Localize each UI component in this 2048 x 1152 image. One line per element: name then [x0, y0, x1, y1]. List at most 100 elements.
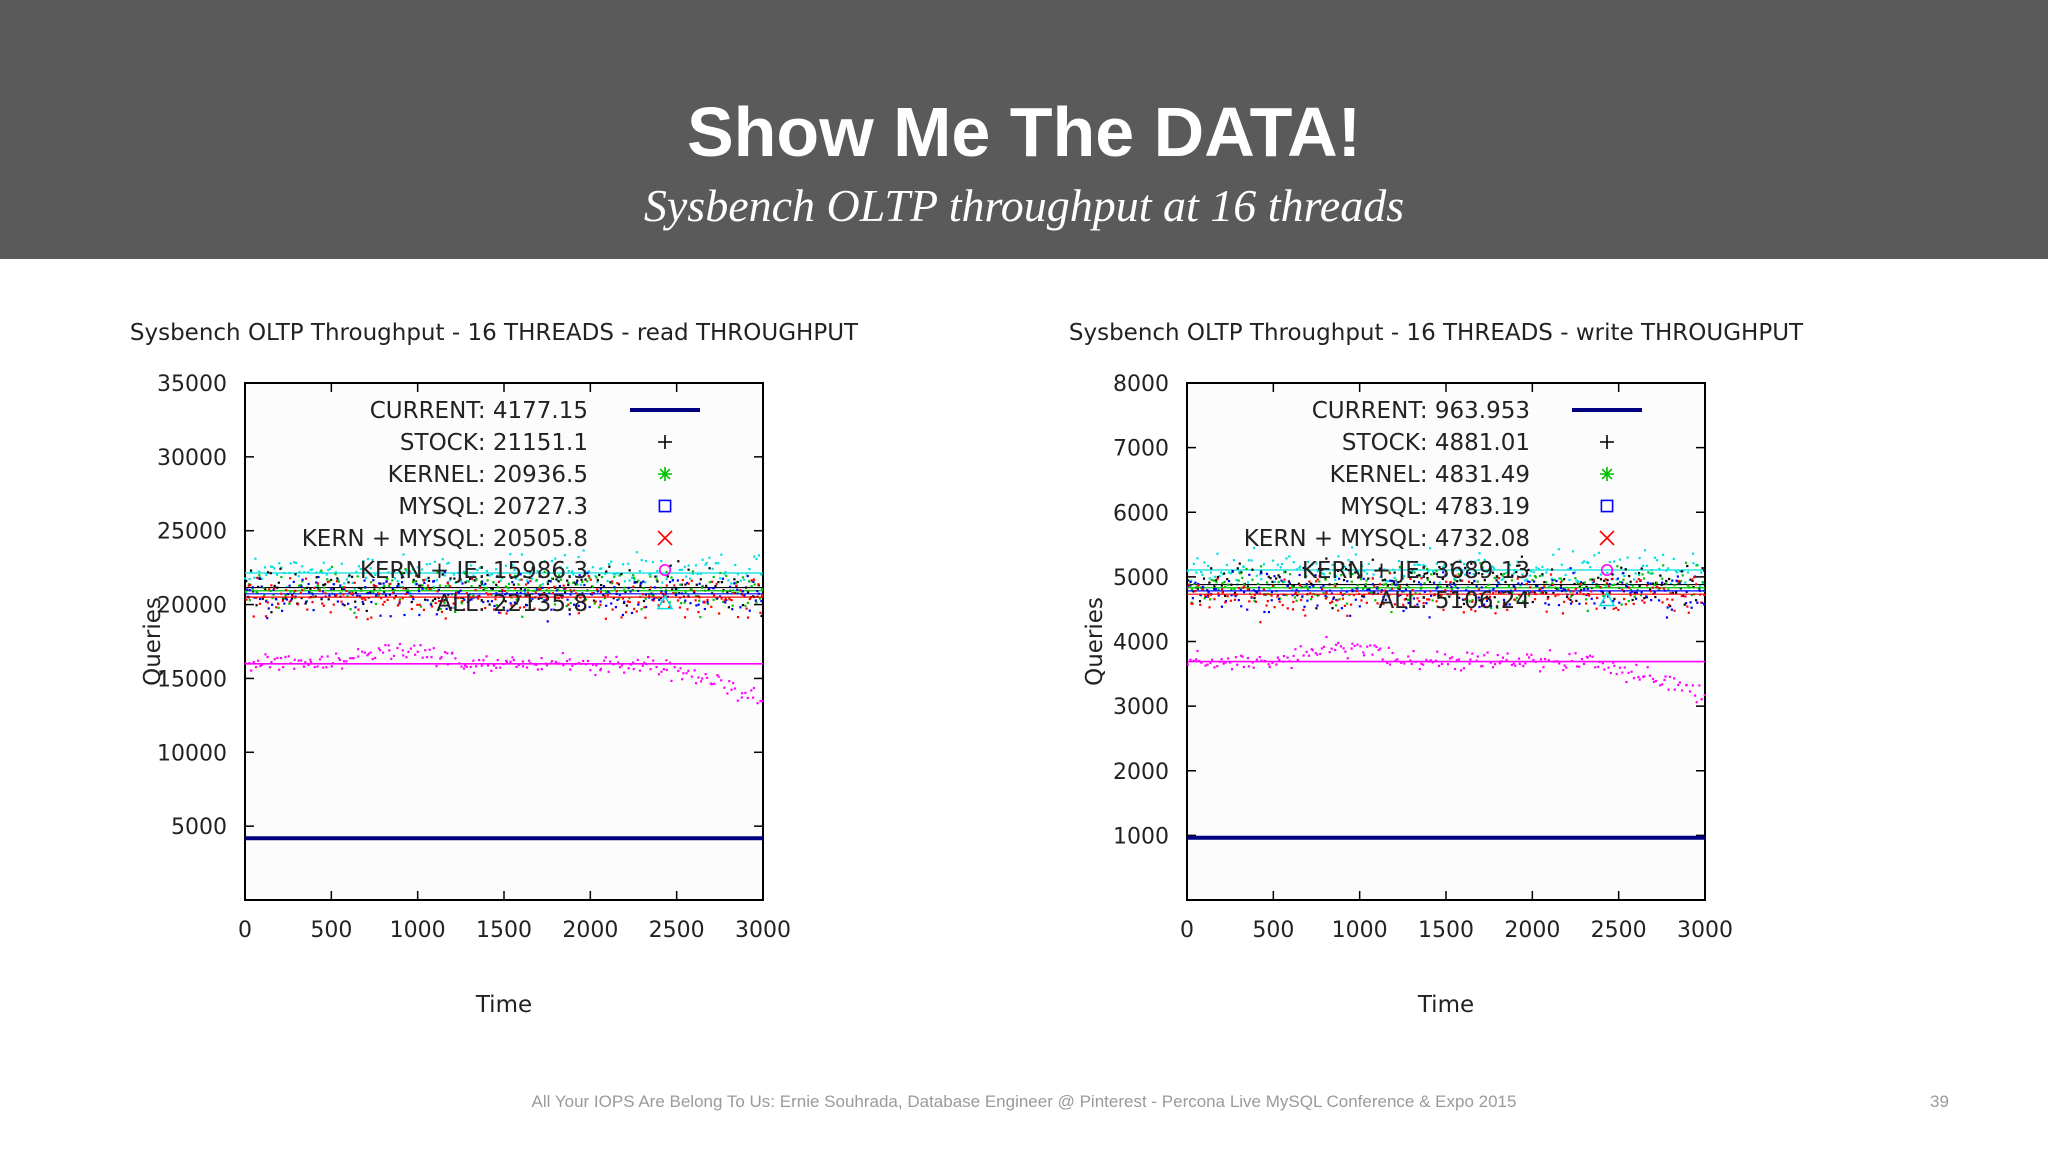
data-point	[1306, 588, 1309, 591]
data-point	[1297, 590, 1300, 593]
data-point	[574, 583, 577, 586]
data-point	[1486, 651, 1489, 654]
data-point	[453, 577, 456, 580]
data-point	[1637, 571, 1641, 575]
data-point	[1656, 585, 1659, 588]
data-point	[594, 600, 597, 603]
data-point	[1641, 599, 1644, 602]
data-point	[1485, 570, 1489, 573]
data-point	[694, 595, 698, 598]
data-point	[708, 567, 711, 570]
x-tick-label: 500	[310, 918, 352, 943]
data-point	[1270, 590, 1274, 594]
data-point	[1456, 586, 1459, 590]
data-point	[1433, 594, 1436, 597]
data-point	[1471, 599, 1474, 602]
data-point	[1452, 592, 1455, 595]
data-point	[1379, 647, 1382, 650]
data-point	[447, 593, 450, 596]
legend-marker	[658, 499, 672, 513]
data-point	[1252, 666, 1255, 669]
data-point	[526, 579, 529, 582]
data-point	[760, 614, 763, 617]
data-point	[459, 589, 462, 592]
data-point	[410, 600, 413, 604]
data-point	[678, 606, 682, 609]
data-point	[1390, 587, 1394, 590]
data-point	[1360, 599, 1363, 602]
data-point	[310, 592, 313, 595]
data-point	[357, 565, 360, 568]
data-point	[370, 581, 373, 584]
data-point	[1270, 599, 1273, 602]
data-point	[488, 574, 491, 577]
data-point	[1592, 579, 1595, 582]
data-point	[1201, 573, 1204, 576]
data-point	[482, 588, 485, 592]
y-tick-label: 7000	[1113, 437, 1169, 462]
data-point	[1634, 572, 1637, 575]
data-point	[1410, 662, 1413, 665]
data-point	[1362, 577, 1365, 580]
data-point	[613, 573, 617, 576]
data-point	[720, 553, 723, 556]
data-point	[578, 574, 581, 577]
data-point	[1536, 585, 1539, 588]
data-point	[1550, 568, 1554, 571]
data-point	[623, 586, 626, 589]
data-point	[415, 583, 418, 586]
data-point	[291, 594, 294, 598]
data-point	[377, 563, 381, 566]
data-point	[317, 575, 320, 579]
data-point	[581, 580, 584, 583]
data-point	[490, 600, 494, 603]
data-point	[1448, 595, 1451, 598]
data-point	[477, 595, 480, 598]
data-point	[724, 597, 727, 601]
data-point	[1298, 566, 1301, 569]
data-point	[1568, 652, 1571, 656]
data-point	[661, 581, 664, 584]
data-point	[1577, 580, 1580, 583]
data-point	[1653, 591, 1656, 594]
data-point	[1186, 569, 1189, 573]
data-point	[1224, 661, 1227, 664]
data-point	[1529, 570, 1532, 573]
data-point	[736, 588, 739, 591]
data-point	[1224, 594, 1227, 597]
data-point	[674, 588, 678, 591]
data-point	[1609, 671, 1612, 675]
data-point	[624, 590, 627, 594]
data-point	[653, 586, 657, 589]
y-tick-label: 15000	[157, 667, 227, 692]
data-point	[689, 577, 692, 580]
data-point	[1253, 596, 1256, 600]
data-point	[621, 613, 625, 617]
data-point	[1522, 665, 1525, 668]
data-point	[437, 588, 441, 592]
data-point	[423, 587, 426, 590]
data-point	[441, 558, 444, 561]
data-point	[1493, 576, 1496, 580]
data-point	[1219, 571, 1223, 574]
data-point	[319, 570, 322, 573]
data-point	[294, 561, 298, 564]
data-point	[1218, 575, 1221, 578]
data-point	[707, 588, 710, 591]
data-point	[1242, 586, 1245, 589]
data-point	[304, 602, 307, 605]
data-point	[755, 557, 758, 561]
data-point	[349, 608, 352, 611]
data-point	[555, 578, 558, 581]
data-point	[518, 578, 521, 582]
legend-label: KERNEL: 4831.49	[1330, 462, 1530, 488]
data-point	[401, 571, 404, 574]
data-point	[610, 602, 613, 605]
data-point	[1666, 606, 1669, 609]
read-throughput-chart: Sysbench OLTP Throughput - 16 THREADS - …	[120, 300, 880, 1040]
data-point	[1418, 600, 1421, 603]
data-point	[436, 571, 439, 574]
data-point	[599, 603, 602, 606]
data-point	[1569, 598, 1572, 602]
